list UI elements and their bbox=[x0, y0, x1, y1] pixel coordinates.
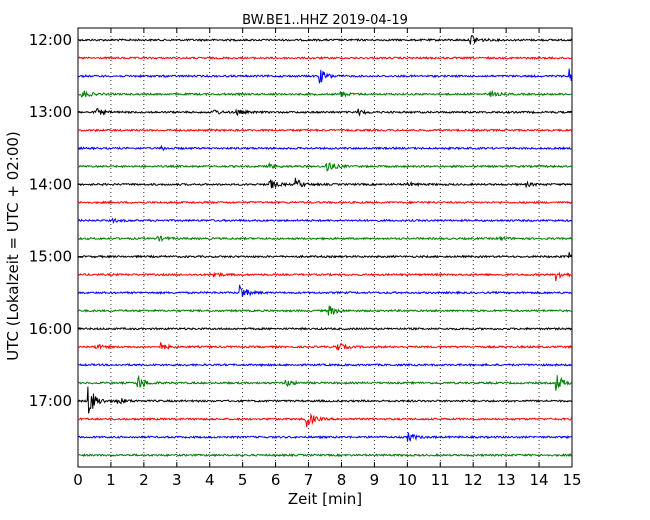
x-tick-label: 12 bbox=[464, 471, 483, 489]
seismic-trace bbox=[77, 453, 573, 458]
seismic-trace bbox=[77, 271, 573, 281]
seismic-trace bbox=[77, 432, 573, 442]
x-tick-label: 0 bbox=[73, 471, 83, 489]
seismic-trace bbox=[77, 284, 573, 297]
x-tick-label: 10 bbox=[398, 471, 417, 489]
y-tick-label: 13:00 bbox=[29, 103, 72, 121]
x-tick-label: 4 bbox=[205, 471, 215, 489]
y-tick-label: 16:00 bbox=[29, 320, 72, 338]
seismic-trace bbox=[77, 326, 573, 331]
x-tick-label: 2 bbox=[139, 471, 149, 489]
seismic-trace bbox=[77, 362, 573, 368]
x-tick-label: 5 bbox=[238, 471, 248, 489]
seismic-trace bbox=[78, 55, 573, 61]
seismic-trace bbox=[77, 34, 572, 45]
seismic-trace bbox=[77, 161, 572, 172]
traces bbox=[77, 34, 573, 458]
x-axis-label: Zeit [min] bbox=[288, 490, 362, 508]
x-tick-label: 15 bbox=[562, 471, 581, 489]
y-tick-label: 17:00 bbox=[29, 392, 72, 410]
seismic-trace bbox=[77, 252, 573, 259]
x-axis: 0 1 2 3 4 5 6 7 8 9 10 11 12 13 14 15 bbox=[73, 28, 582, 489]
seismic-trace bbox=[77, 200, 573, 205]
seismic-trace bbox=[77, 374, 573, 391]
seismic-trace bbox=[78, 305, 572, 316]
x-tick-label: 7 bbox=[304, 471, 314, 489]
y-axis-label: UTC (Lokalzeit = UTC + 02:00) bbox=[4, 131, 22, 361]
seismic-trace bbox=[77, 177, 573, 189]
y-tick-label: 14:00 bbox=[29, 175, 72, 193]
x-tick-label: 13 bbox=[497, 471, 516, 489]
seismic-trace bbox=[77, 128, 573, 133]
x-tick-label: 3 bbox=[172, 471, 182, 489]
seismic-trace bbox=[77, 144, 573, 152]
x-tick-label: 11 bbox=[431, 471, 450, 489]
seismic-trace bbox=[77, 89, 573, 98]
x-tick-label: 6 bbox=[271, 471, 281, 489]
seismic-trace bbox=[78, 412, 573, 428]
x-tick-label: 9 bbox=[370, 471, 380, 489]
x-tick-label: 1 bbox=[106, 471, 116, 489]
seismic-trace bbox=[77, 386, 573, 414]
y-tick-label: 15:00 bbox=[29, 248, 72, 266]
seismic-trace bbox=[77, 235, 573, 243]
seismic-trace bbox=[77, 341, 573, 351]
y-tick-label: 12:00 bbox=[29, 31, 72, 49]
chart-title: BW.BE1..HHZ 2019-04-19 bbox=[242, 13, 408, 28]
seismic-trace bbox=[77, 217, 573, 224]
seismic-trace bbox=[77, 108, 573, 117]
plot-frame bbox=[77, 27, 573, 468]
seismic-trace bbox=[77, 68, 573, 85]
x-tick-label: 14 bbox=[530, 471, 549, 489]
x-tick-label: 8 bbox=[337, 471, 347, 489]
y-axis: 12:00 13:00 14:00 15:00 16:00 17:00 bbox=[29, 31, 572, 410]
